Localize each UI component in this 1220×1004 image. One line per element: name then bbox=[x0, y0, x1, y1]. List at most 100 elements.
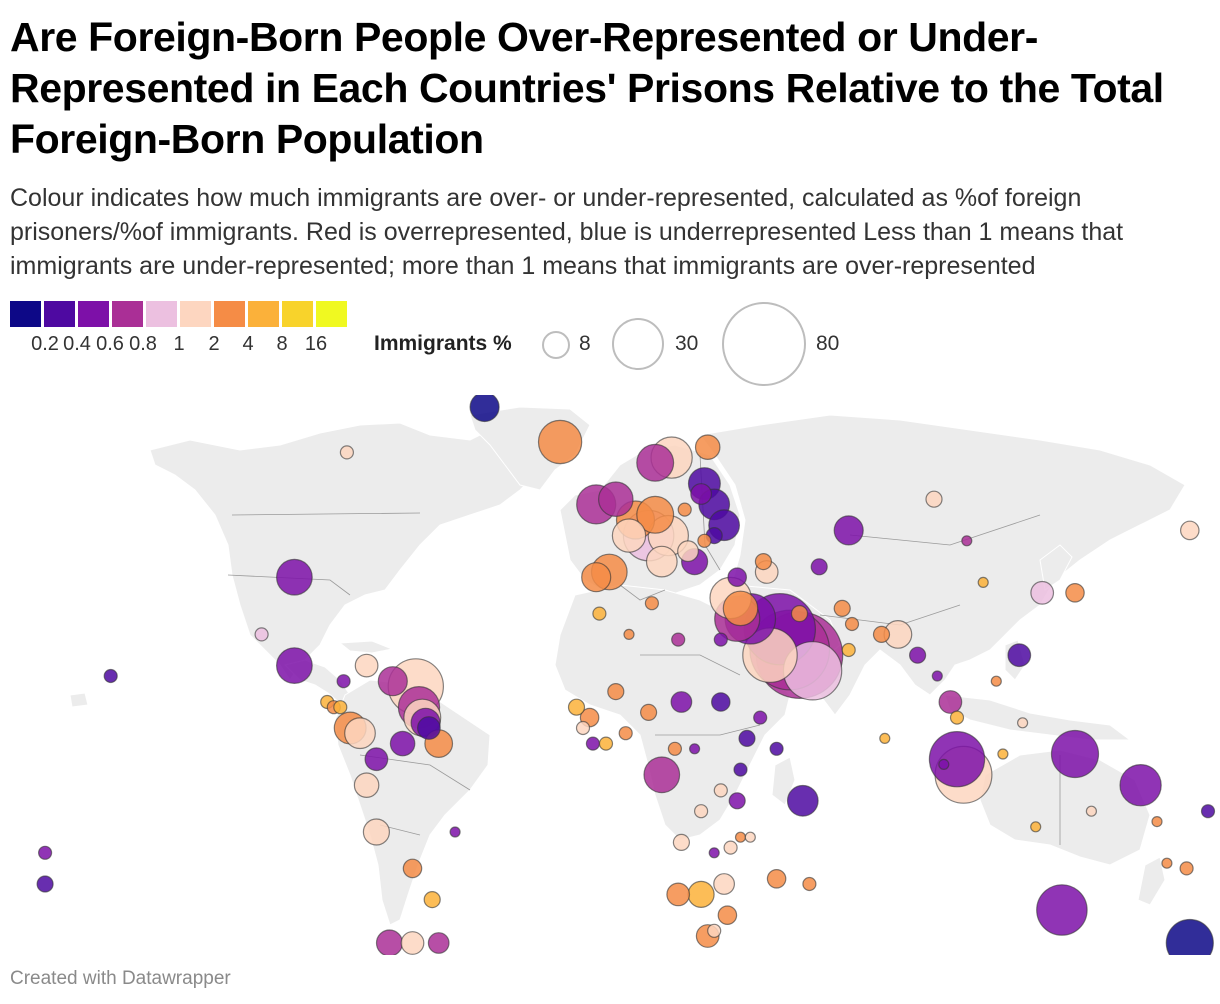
country-bubble[interactable] bbox=[417, 716, 441, 740]
country-bubble[interactable] bbox=[336, 674, 351, 689]
country-bubble[interactable] bbox=[1050, 729, 1100, 779]
country-bubble[interactable] bbox=[1065, 583, 1085, 603]
country-bubble[interactable] bbox=[872, 625, 891, 643]
country-bubble[interactable] bbox=[1161, 857, 1173, 869]
country-bubble[interactable] bbox=[339, 445, 354, 460]
country-bubble[interactable] bbox=[276, 558, 313, 596]
country-bubble[interactable] bbox=[710, 692, 731, 712]
country-bubble[interactable] bbox=[738, 729, 756, 747]
country-bubble[interactable] bbox=[423, 891, 441, 909]
country-bubble[interactable] bbox=[733, 762, 748, 777]
country-bubble[interactable] bbox=[1151, 816, 1163, 828]
country-bubble[interactable] bbox=[671, 632, 686, 647]
country-bubble[interactable] bbox=[961, 535, 973, 547]
country-bubble[interactable] bbox=[618, 726, 633, 741]
country-bubble[interactable] bbox=[722, 590, 759, 627]
country-bubble[interactable] bbox=[1179, 861, 1194, 876]
country-bubble[interactable] bbox=[36, 875, 54, 893]
country-bubble[interactable] bbox=[389, 730, 416, 757]
country-bubble[interactable] bbox=[667, 741, 683, 756]
country-bubble[interactable] bbox=[643, 756, 681, 794]
country-bubble[interactable] bbox=[723, 840, 738, 855]
country-bubble[interactable] bbox=[734, 831, 747, 843]
country-bubble[interactable] bbox=[362, 818, 390, 846]
country-bubble[interactable] bbox=[607, 683, 625, 701]
country-bubble[interactable] bbox=[1180, 520, 1200, 541]
country-bubble[interactable] bbox=[254, 627, 269, 642]
country-bubble[interactable] bbox=[1007, 643, 1032, 668]
country-bubble[interactable] bbox=[879, 732, 891, 744]
country-bubble[interactable] bbox=[997, 748, 1009, 760]
country-bubble[interactable] bbox=[833, 599, 851, 617]
country-bubble[interactable] bbox=[697, 533, 712, 548]
country-bubble[interactable] bbox=[931, 670, 943, 682]
country-bubble[interactable] bbox=[687, 880, 715, 908]
country-bubble[interactable] bbox=[790, 605, 809, 623]
country-bubble[interactable] bbox=[713, 783, 728, 798]
country-bubble[interactable] bbox=[1016, 717, 1029, 729]
country-bubble[interactable] bbox=[744, 831, 756, 843]
country-bubble[interactable] bbox=[769, 741, 784, 756]
country-bubble[interactable] bbox=[375, 929, 404, 955]
country-bubble[interactable] bbox=[694, 434, 721, 460]
country-bubble[interactable] bbox=[713, 873, 735, 895]
country-bubble[interactable] bbox=[377, 666, 408, 697]
country-bubble[interactable] bbox=[670, 691, 693, 713]
country-bubble[interactable] bbox=[690, 483, 712, 505]
country-bubble[interactable] bbox=[677, 502, 692, 517]
country-bubble[interactable] bbox=[333, 700, 348, 715]
country-bubble[interactable] bbox=[990, 675, 1002, 687]
country-bubble[interactable] bbox=[639, 703, 658, 721]
country-bubble[interactable] bbox=[645, 545, 678, 578]
country-bubble[interactable] bbox=[727, 567, 747, 587]
country-bubble[interactable] bbox=[1030, 821, 1042, 833]
country-bubble[interactable] bbox=[688, 743, 701, 755]
country-bubble[interactable] bbox=[581, 562, 612, 593]
country-bubble[interactable] bbox=[103, 668, 118, 684]
country-bubble[interactable] bbox=[802, 876, 817, 892]
country-bubble[interactable] bbox=[1085, 805, 1098, 817]
country-bubble[interactable] bbox=[354, 653, 379, 678]
country-bubble[interactable] bbox=[402, 858, 423, 879]
country-bubble[interactable] bbox=[717, 905, 738, 925]
country-bubble[interactable] bbox=[677, 540, 699, 563]
country-bubble[interactable] bbox=[449, 826, 461, 838]
country-bubble[interactable] bbox=[938, 690, 963, 714]
country-bubble[interactable] bbox=[754, 553, 773, 571]
country-bubble[interactable] bbox=[1030, 580, 1055, 605]
country-bubble[interactable] bbox=[1165, 918, 1214, 956]
country-bubble[interactable] bbox=[364, 747, 389, 772]
country-bubble[interactable] bbox=[575, 720, 591, 736]
country-bubble[interactable] bbox=[1036, 884, 1088, 936]
country-bubble[interactable] bbox=[276, 647, 313, 685]
country-bubble[interactable] bbox=[841, 642, 856, 658]
country-bubble[interactable] bbox=[597, 481, 634, 518]
country-bubble[interactable] bbox=[427, 932, 450, 954]
country-bubble[interactable] bbox=[611, 518, 647, 553]
country-bubble[interactable] bbox=[644, 596, 660, 611]
country-bubble[interactable] bbox=[344, 717, 376, 750]
country-bubble[interactable] bbox=[713, 632, 728, 647]
country-bubble[interactable] bbox=[666, 882, 691, 907]
country-bubble[interactable] bbox=[636, 495, 675, 534]
country-bubble[interactable] bbox=[844, 616, 860, 632]
country-bubble[interactable] bbox=[672, 833, 691, 851]
country-bubble[interactable] bbox=[810, 558, 828, 576]
country-bubble[interactable] bbox=[908, 646, 927, 664]
country-bubble[interactable] bbox=[693, 804, 709, 819]
country-bubble[interactable] bbox=[766, 868, 787, 889]
country-bubble[interactable] bbox=[469, 395, 500, 423]
country-bubble[interactable] bbox=[728, 792, 746, 810]
country-bubble[interactable] bbox=[833, 515, 864, 546]
country-bubble[interactable] bbox=[753, 710, 768, 725]
country-bubble[interactable] bbox=[1119, 764, 1162, 807]
country-bubble[interactable] bbox=[708, 847, 720, 859]
country-bubble[interactable] bbox=[636, 443, 675, 482]
country-bubble[interactable] bbox=[585, 736, 601, 751]
country-bubble[interactable] bbox=[786, 784, 819, 817]
country-bubble[interactable] bbox=[598, 736, 614, 751]
country-bubble[interactable] bbox=[925, 490, 943, 508]
country-bubble[interactable] bbox=[707, 923, 722, 938]
country-bubble[interactable] bbox=[1200, 804, 1216, 819]
country-bubble[interactable] bbox=[949, 710, 965, 725]
